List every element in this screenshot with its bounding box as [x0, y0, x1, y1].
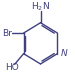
Text: HO: HO — [5, 63, 19, 72]
Text: N: N — [61, 49, 68, 58]
Text: H$_2$N: H$_2$N — [31, 1, 50, 13]
Text: Br: Br — [2, 29, 12, 38]
